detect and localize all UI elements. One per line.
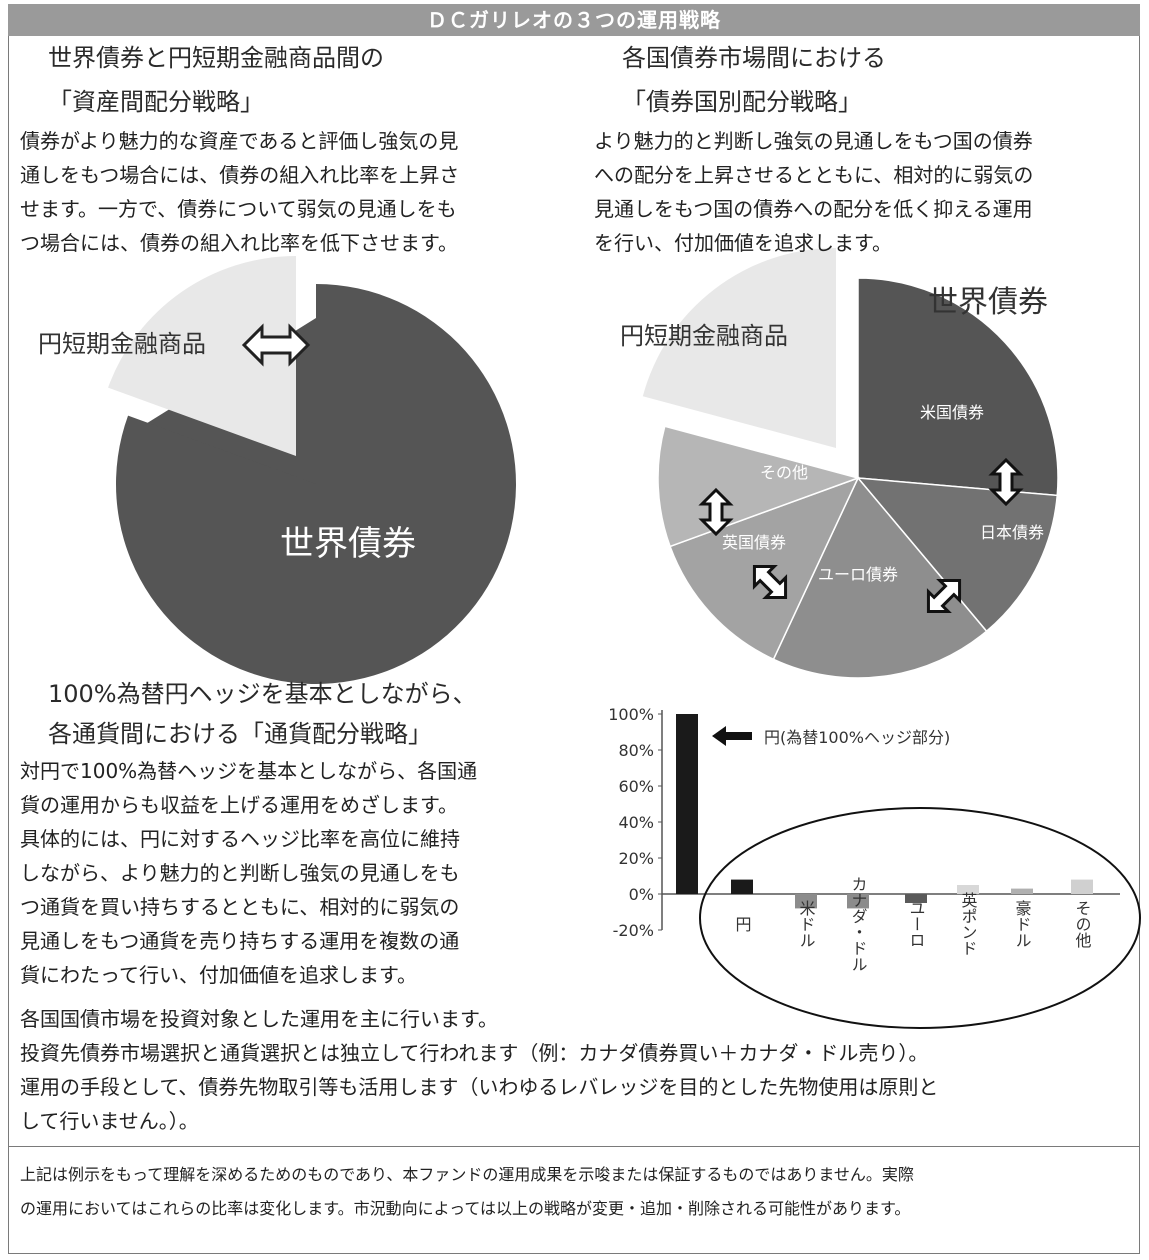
y-tick-label: -20% bbox=[613, 921, 654, 940]
pie2-slice-other bbox=[657, 425, 861, 548]
strategy1-heading-line1: 世界債券と円短期金融商品間の bbox=[48, 44, 384, 72]
body-line: への配分を上昇させるとともに、相対的に弱気の bbox=[594, 163, 1034, 187]
diagonal-arrow-icon bbox=[752, 564, 788, 600]
strategy2-body: より魅力的と判断し強気の見通しをもつ国の債券 への配分を上昇させるとともに、相対… bbox=[594, 124, 1033, 260]
y-tick-label: 60% bbox=[618, 777, 654, 796]
body-line: つ場合には、債券の組入れ比率を低下させます。 bbox=[20, 231, 458, 255]
annotation-label: 円(為替100%ヘッジ部分) bbox=[764, 728, 950, 747]
y-tick-label: 40% bbox=[618, 813, 654, 832]
pie2-label-other: その他 bbox=[760, 463, 808, 482]
double-arrow-icon bbox=[241, 323, 311, 367]
strategy2-heading-line2: 「債券国別配分戦略」 bbox=[622, 88, 862, 116]
pie2-label-us: 米国債券 bbox=[920, 403, 984, 422]
body-line: せます。一方で、債券について弱気の見通しをも bbox=[20, 197, 457, 221]
pie2-slice-jp bbox=[856, 477, 1059, 633]
body-line: より魅力的と判断し強気の見通しをもつ国の債券 bbox=[594, 129, 1033, 153]
x-tick-label: その他 bbox=[1073, 900, 1092, 949]
bar bbox=[1071, 879, 1093, 894]
diagonal-arrow-icon bbox=[926, 578, 962, 614]
y-tick-label: 0% bbox=[629, 885, 654, 904]
pie2-short-term-label: 円短期金融商品 bbox=[620, 322, 788, 350]
y-tick-label: 20% bbox=[618, 849, 654, 868]
strategy3-heading-line2: 各通貨間における「通貨配分戦略」 bbox=[48, 720, 432, 748]
bar bbox=[1011, 888, 1033, 894]
pie2-slice-eu bbox=[772, 476, 988, 679]
highlight-ellipse bbox=[699, 807, 1141, 1029]
x-tick-label: 円 bbox=[733, 916, 752, 933]
x-tick-label: 英ポンド bbox=[959, 892, 978, 956]
body-line: 対円で100%為替ヘッジを基本としながら、各国通 bbox=[20, 759, 478, 783]
note-line: して行いません。）。 bbox=[20, 1109, 199, 1133]
footnote-divider bbox=[8, 1146, 1140, 1147]
pie2-label-jp: 日本債券 bbox=[980, 523, 1044, 542]
bar bbox=[795, 894, 817, 909]
y-tick-label: 100% bbox=[608, 705, 654, 724]
x-tick-label: 米ドル bbox=[797, 900, 816, 948]
notes: 各国国債市場を投資対象とした運用を主に行います。 投資先債券市場選択と通貨選択と… bbox=[20, 1002, 938, 1138]
strategy1-heading-line2: 「資産間配分戦略」 bbox=[48, 88, 264, 116]
body-line: 見通しをもつ国の債券への配分を低く抑える運用 bbox=[594, 197, 1033, 221]
body-line: 具体的には、円に対するヘッジ比率を高位に維持 bbox=[20, 827, 460, 851]
pie-short-term-slice bbox=[108, 256, 296, 456]
page-title: ＤＣガリレオの３つの運用戦略 bbox=[8, 4, 1140, 36]
footnote-line: 上記は例示をもって理解を深めるためのものであり、本ファンドの運用成果を示唆または… bbox=[20, 1165, 914, 1184]
currency-bar-chart: 100% 80% 60% 40% 20% 0% -20% 円(為替100%ヘッジ部分) 円 米ドル… bbox=[608, 705, 1141, 1029]
strategy1-body: 債券がより魅力的な資産であると評価し強気の見 通しをもつ場合には、債券の組入れ比… bbox=[20, 124, 459, 260]
note-line: 各国国債市場を投資対象とした運用を主に行います。 bbox=[20, 1007, 498, 1031]
body-line: つ通貨を買い持ちするとともに、相対的に弱気の bbox=[20, 895, 460, 919]
updown-arrow-icon bbox=[698, 487, 734, 537]
pie1-short-term-label: 円短期金融商品 bbox=[38, 330, 206, 358]
bar-hedge bbox=[676, 714, 698, 894]
x-tick-label: カナダ・ドル bbox=[849, 876, 868, 972]
pie1-bond-label: 世界債券 bbox=[280, 524, 416, 564]
body-line: 見通しをもつ通貨を売り持ちする運用を複数の通 bbox=[20, 929, 460, 953]
bar bbox=[731, 879, 753, 894]
y-tick-label: 80% bbox=[618, 741, 654, 760]
pie2-label-uk: 英国債券 bbox=[722, 533, 786, 552]
pie-bond-slice bbox=[116, 284, 517, 684]
strategy2-heading-line1: 各国債券市場間における bbox=[622, 44, 886, 72]
note-line: 運用の手段として、債券先物取引等も活用します（いわゆるレバレッジを目的とした先物… bbox=[20, 1075, 939, 1099]
x-tick-label: ユーロ bbox=[907, 900, 926, 948]
body-line: 貨の運用からも収益を上げる運用をめざします。 bbox=[20, 793, 458, 817]
strategy3-heading-line1: 100%為替円ヘッジを基本としながら、 bbox=[48, 680, 477, 708]
bar bbox=[957, 885, 979, 894]
strategy3-body: 対円で100%為替ヘッジを基本としながら、各国通 貨の運用からも収益を上げる運用… bbox=[20, 754, 477, 992]
pie2-short-term-slice bbox=[642, 248, 836, 448]
body-line: を行い、付加価値を追求します。 bbox=[594, 231, 892, 255]
pie2-title: 世界債券 bbox=[928, 285, 1048, 320]
body-line: 貨にわたって行い、付加価値を追求します。 bbox=[20, 963, 417, 987]
x-tick-label: 豪ドル bbox=[1013, 899, 1032, 948]
note-line: 投資先債券市場選択と通貨選択とは独立して行われます（例：カナダ債券買い＋カナダ・… bbox=[20, 1041, 929, 1065]
body-line: しながら、より魅力的と判断し強気の見通しをも bbox=[20, 861, 460, 885]
bar bbox=[847, 894, 869, 909]
footnote-line: の運用においてはこれらの比率は変化します。市況動向によっては以上の戦略が変更・追… bbox=[20, 1199, 911, 1218]
updown-arrow-icon bbox=[988, 457, 1024, 507]
bar bbox=[905, 894, 927, 903]
pie2-slice-us bbox=[857, 277, 1059, 497]
body-line: 債券がより魅力的な資産であると評価し強気の見 bbox=[20, 129, 459, 153]
left-arrow-icon bbox=[712, 726, 752, 746]
body-line: 通しをもつ場合には、債券の組入れ比率を上昇さ bbox=[20, 163, 460, 187]
pie2-label-eu: ユーロ債券 bbox=[818, 565, 898, 584]
